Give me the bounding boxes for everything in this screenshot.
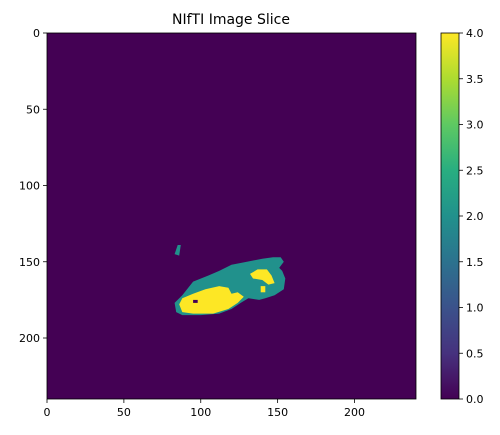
- colorbar-tick-label: 3.0: [466, 119, 484, 132]
- colorbar-gradient: [441, 33, 459, 399]
- x-tick-label: 0: [44, 406, 51, 419]
- colorbar-tick-label: 4.0: [466, 27, 484, 40]
- y-tick-label: 150: [19, 256, 40, 269]
- image-background: [47, 33, 416, 399]
- x-axis: 0 50 100 150 200: [44, 399, 365, 419]
- segmentation-region-6: [193, 299, 198, 303]
- colorbar-tick-label: 2.5: [466, 164, 484, 177]
- y-axis: 0 50 100 150 200: [19, 27, 47, 345]
- colorbar-tick-label: 1.0: [466, 302, 484, 315]
- segmentation-region-3: [179, 286, 244, 314]
- colorbar-tick-label: 0.0: [466, 393, 484, 406]
- colorbar: 0.0 0.5 1.0 1.5 2.0 2.5 3.0 3.5 4.0: [440, 27, 484, 406]
- segmentation-region-5: [260, 286, 266, 293]
- y-tick-label: 0: [33, 27, 40, 40]
- x-tick-label: 200: [344, 406, 365, 419]
- colorbar-tick-label: 1.5: [466, 256, 484, 269]
- chart-title: NIfTI Image Slice: [172, 12, 290, 28]
- y-tick-label: 200: [19, 332, 40, 345]
- colorbar-tick-label: 3.5: [466, 73, 484, 86]
- colorbar-tick-label: 0.5: [466, 347, 484, 360]
- segmentation-region-4: [250, 269, 275, 285]
- y-tick-label: 50: [26, 103, 40, 116]
- x-tick-label: 100: [190, 406, 211, 419]
- colorbar-tick-label: 2.0: [466, 210, 484, 223]
- plot-frame: [46, 32, 417, 400]
- segmentation-region-2: [174, 245, 181, 256]
- x-tick-label: 150: [267, 406, 288, 419]
- image-area: [46, 32, 417, 400]
- x-tick-label: 50: [117, 406, 131, 419]
- y-tick-label: 100: [19, 180, 40, 193]
